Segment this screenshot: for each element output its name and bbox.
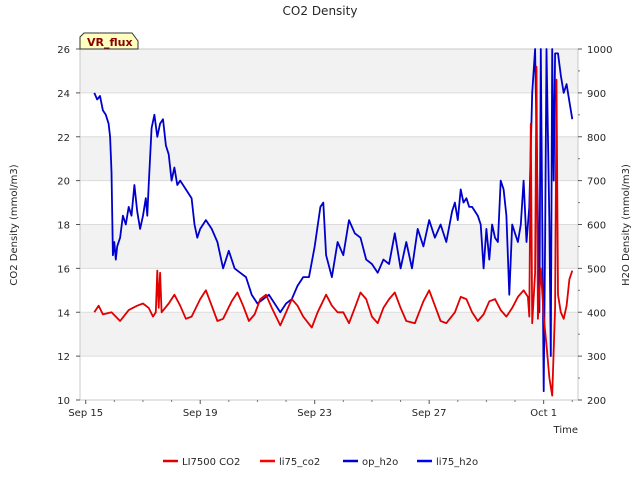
- series-line-op-h2o: [93, 48, 574, 393]
- y-right-tick-label: 800: [587, 133, 606, 144]
- y-right-tick-label: 300: [587, 352, 606, 363]
- legend-label: li75_co2: [279, 457, 320, 468]
- y-left-tick-label: 24: [57, 89, 70, 100]
- y-left-tick-label: 12: [57, 352, 70, 363]
- y-left-tick-label: 26: [57, 45, 70, 56]
- badge-label: VR_flux: [87, 36, 133, 49]
- y-right-tick-label: 700: [587, 177, 606, 188]
- band: [80, 312, 578, 357]
- y-axis-left-label: CO2 Density (mmol/m3): [9, 164, 20, 285]
- badge-shape: [79, 32, 139, 50]
- y-axis-right-label: H2O Density (mmol/m3): [621, 164, 632, 286]
- legend-label: op_h2o: [362, 457, 398, 468]
- y-right-tick-label: 1000: [587, 45, 612, 56]
- y-left-tick-label: 14: [57, 308, 70, 319]
- y-left-tick-label: 16: [57, 264, 70, 275]
- x-tick-label: Sep 15: [68, 408, 103, 419]
- band: [80, 224, 578, 269]
- series-line-li7500-co2: [93, 65, 574, 397]
- y-right-tick-label: 900: [587, 89, 606, 100]
- y-left-tick-label: 10: [57, 396, 70, 407]
- x-tick-label: Sep 27: [412, 408, 447, 419]
- y-left-tick-label: 18: [57, 221, 70, 232]
- x-axis-label: Time: [553, 425, 578, 436]
- band: [80, 136, 578, 181]
- background-bands: [80, 48, 578, 401]
- y-left-tick-label: 22: [57, 133, 70, 144]
- legend-label: li75_h2o: [436, 457, 478, 468]
- y-right-tick-label: 200: [587, 396, 606, 407]
- legend: LI7500 CO2 li75_co2 op_h2o li75_h2o: [163, 457, 478, 468]
- y-left-tick-label: 20: [57, 177, 70, 188]
- x-axis: Sep 15 Sep 19 Sep 23 Sep 27 Oct 1: [68, 400, 573, 419]
- y-right-tick-label: 500: [587, 264, 606, 275]
- band: [80, 49, 578, 93]
- x-tick-label: Sep 19: [183, 408, 218, 419]
- y-axis-left: 10 12 14 16 18 20 22 24 26: [57, 45, 80, 407]
- x-tick-label: Oct 1: [530, 408, 557, 419]
- y-right-tick-label: 600: [587, 221, 606, 232]
- legend-label: LI7500 CO2: [182, 457, 240, 468]
- chart-title: CO2 Density: [283, 4, 358, 18]
- series-layer: [93, 48, 574, 397]
- y-right-tick-label: 400: [587, 308, 606, 319]
- x-tick-label: Sep 23: [297, 408, 332, 419]
- y-axis-right: 200 300 400 500 600 700 800 900 1000: [578, 45, 612, 407]
- badge: VR_flux: [79, 32, 139, 50]
